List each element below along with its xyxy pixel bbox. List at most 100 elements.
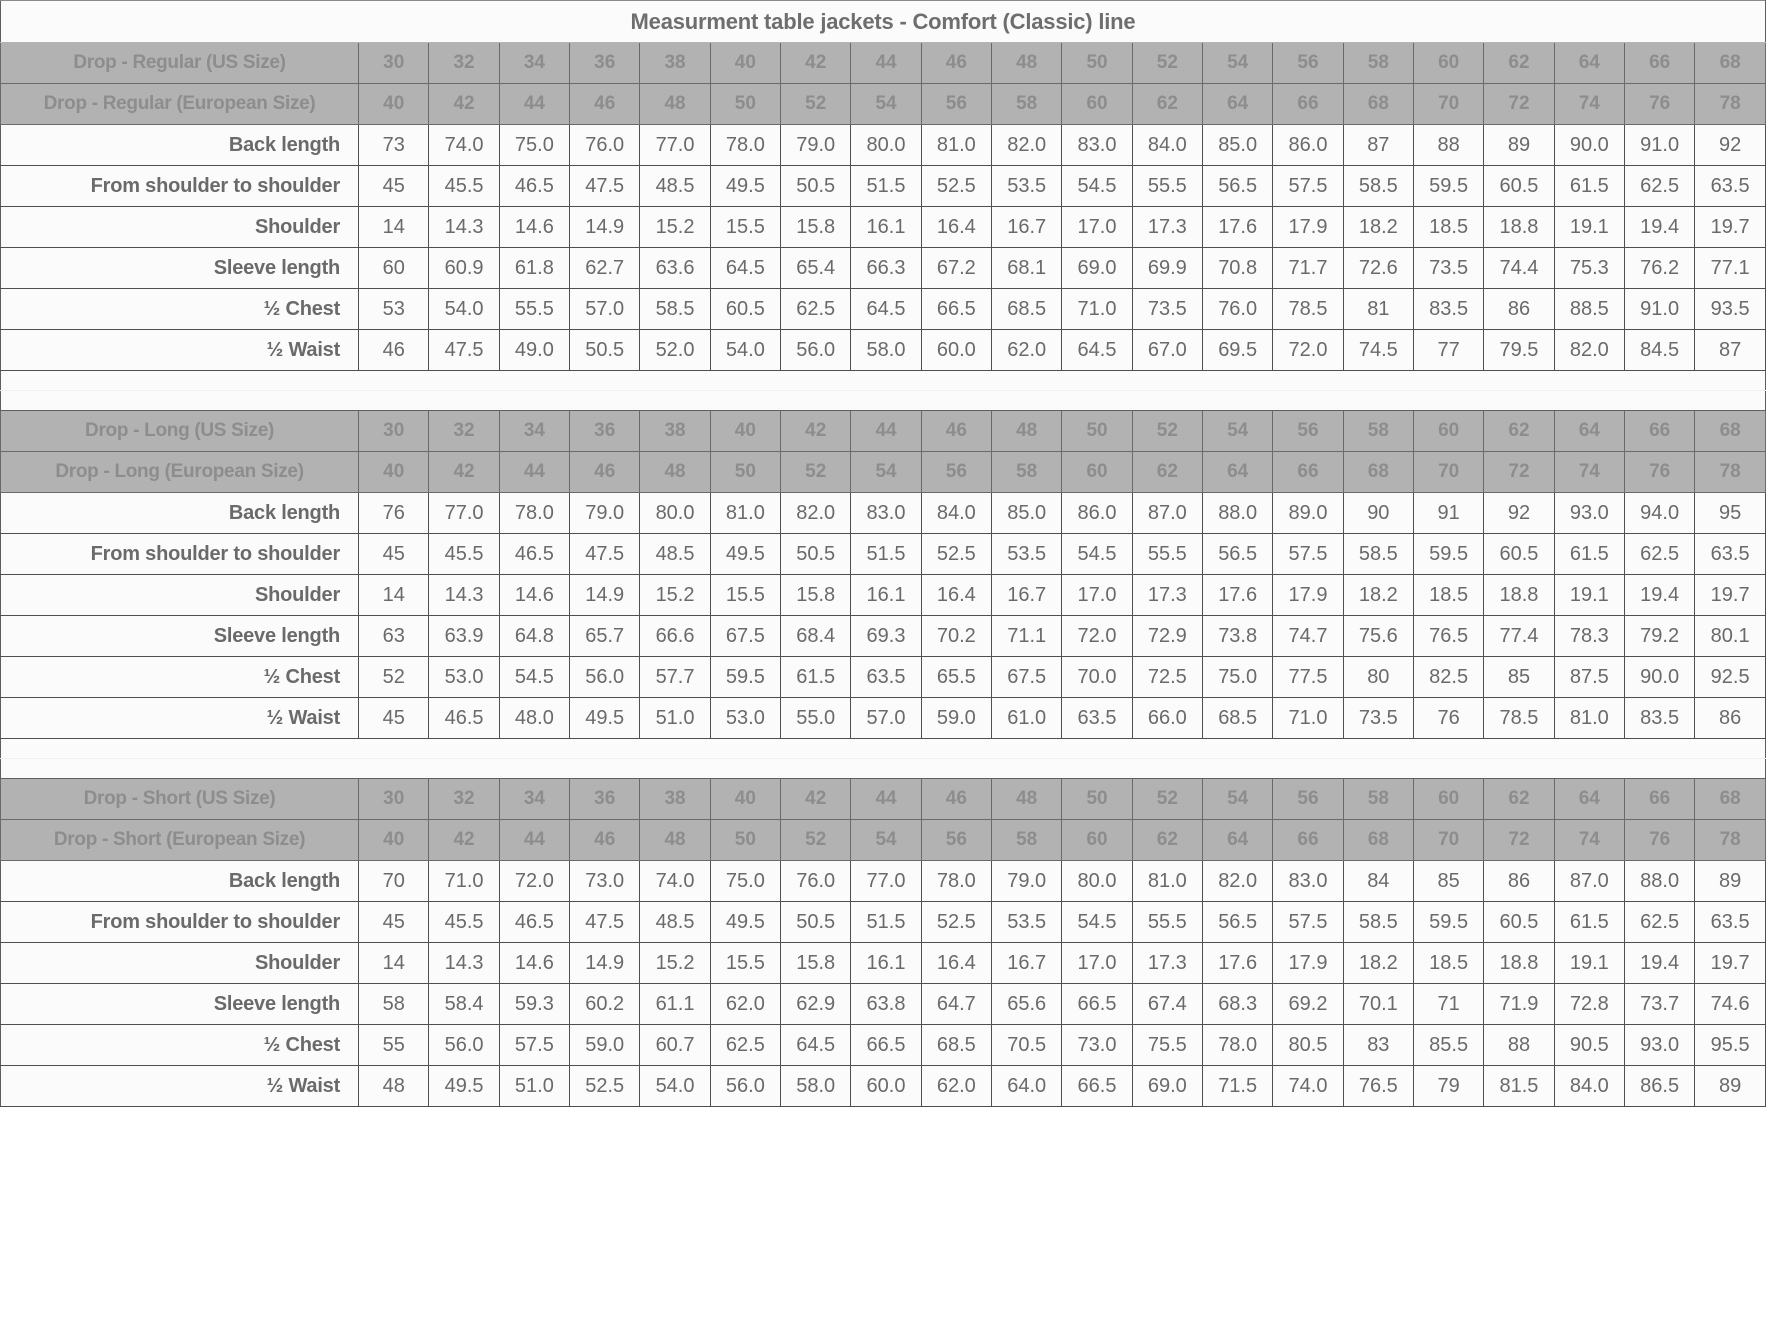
measurement-value-cell: 55.5 [498, 288, 571, 330]
measurement-value-cell: 87 [1694, 329, 1766, 371]
measurement-value-cell: 87.0 [1131, 492, 1204, 534]
table-row: ½ Waist 46 47.5 49.0 50.5 52.0 54.0 56.0 58.0 60.… [0, 329, 1766, 371]
measurement-value-cell: 57.5 [498, 1024, 571, 1066]
us-size-header-cell: 68 [1694, 42, 1766, 84]
measurement-value-cell: 71.5 [1201, 1065, 1274, 1107]
eu-size-header-cell: 52 [780, 451, 852, 493]
measurement-value-cell: 49.5 [428, 1065, 500, 1107]
measurement-row-label: Shoulder [0, 942, 360, 984]
us-size-header-cell: 50 [1061, 42, 1133, 84]
measurement-value-cell: 89.0 [1272, 492, 1344, 534]
measurement-value-cell: 75.0 [1201, 656, 1274, 698]
us-size-header-cell: 58 [1342, 42, 1414, 84]
measurement-value-cell: 68.5 [1201, 697, 1274, 739]
us-size-header-cell: 44 [850, 778, 922, 820]
eu-size-header-cell: 42 [428, 451, 500, 493]
measurement-value-cell: 60.5 [1483, 901, 1555, 943]
us-size-header-cell: 66 [1623, 778, 1696, 820]
us-size-header-label: Drop - Short (US Size) [0, 778, 360, 820]
measurement-value-cell: 56.5 [1201, 165, 1274, 207]
measurement-value-cell: 19.4 [1623, 574, 1696, 616]
measurement-value-cell: 54.5 [498, 656, 571, 698]
measurement-value-cell: 64.7 [920, 983, 993, 1025]
measurement-value-cell: 68.5 [920, 1024, 993, 1066]
measurement-value-cell: 76.0 [1201, 288, 1274, 330]
eu-size-header-cell: 54 [850, 451, 922, 493]
block-spacer-bottom [0, 758, 1766, 779]
us-size-header-label: Drop - Regular (US Size) [0, 42, 360, 84]
table-row: Back length 70 71.0 72.0 73.0 74.0 75.0 76.0 77.… [0, 860, 1766, 902]
eu-size-header-cell: 60 [1061, 83, 1133, 125]
measurement-value-cell: 82.0 [991, 124, 1063, 166]
measurement-value-cell: 64.0 [991, 1065, 1063, 1107]
measurement-value-cell: 68.5 [991, 288, 1063, 330]
measurement-value-cell: 77.0 [428, 492, 500, 534]
measurement-value-cell: 73.0 [1061, 1024, 1133, 1066]
measurement-value-cell: 45.5 [428, 533, 500, 575]
measurement-value-cell: 65.4 [780, 247, 852, 289]
table-row: Back length 73 74.0 75.0 76.0 77.0 78.0 79.0 80.… [0, 124, 1766, 166]
measurement-value-cell: 74.0 [1272, 1065, 1344, 1107]
table-row: Back length 76 77.0 78.0 79.0 80.0 81.0 82.0 83.… [0, 492, 1766, 534]
measurement-value-cell: 51.5 [850, 165, 922, 207]
measurement-value-cell: 54.5 [1061, 533, 1133, 575]
measurement-value-cell: 14.3 [428, 574, 500, 616]
measurement-value-cell: 18.5 [1412, 942, 1485, 984]
measurement-value-cell: 94.0 [1623, 492, 1696, 534]
measurement-value-cell: 74.0 [428, 124, 500, 166]
measurement-value-cell: 64.5 [780, 1024, 852, 1066]
measurement-value-cell: 67.2 [920, 247, 993, 289]
measurement-value-cell: 74.0 [639, 860, 711, 902]
measurement-value-cell: 70.1 [1342, 983, 1414, 1025]
eu-size-header-cell: 48 [639, 451, 711, 493]
measurement-value-cell: 66.6 [639, 615, 711, 657]
measurement-row-label: Sleeve length [0, 615, 360, 657]
measurement-value-cell: 78.0 [498, 492, 571, 534]
measurement-value-cell: 60.9 [428, 247, 500, 289]
measurement-value-cell: 19.1 [1553, 206, 1625, 248]
measurement-value-cell: 49.5 [569, 697, 641, 739]
measurement-value-cell: 76 [1412, 697, 1485, 739]
table-title-row: Measurment table jackets - Comfort (Clas… [0, 0, 1766, 43]
measurement-value-cell: 90 [1342, 492, 1414, 534]
measurement-value-cell: 84.0 [1553, 1065, 1625, 1107]
eu-size-header-cell: 78 [1694, 819, 1766, 861]
us-size-header-cell: 48 [991, 778, 1063, 820]
measurement-value-cell: 19.1 [1553, 942, 1625, 984]
measurement-value-cell: 82.5 [1412, 656, 1485, 698]
measurement-value-cell: 49.5 [709, 165, 782, 207]
measurement-value-cell: 52.5 [569, 1065, 641, 1107]
us-size-header-cell: 44 [850, 410, 922, 452]
measurement-value-cell: 77.0 [639, 124, 711, 166]
measurement-value-cell: 16.4 [920, 942, 993, 984]
block-spacer-cell [0, 758, 1766, 779]
measurement-value-cell: 53.0 [428, 656, 500, 698]
measurement-value-cell: 75.5 [1131, 1024, 1204, 1066]
measurement-value-cell: 74.7 [1272, 615, 1344, 657]
us-size-header-row: Drop - Regular (US Size) 30 32 34 36 38 40 42 44… [0, 42, 1766, 84]
measurement-value-cell: 50.5 [569, 329, 641, 371]
eu-size-header-cell: 52 [780, 83, 852, 125]
measurement-value-cell: 62.0 [991, 329, 1063, 371]
measurement-value-cell: 47.5 [569, 533, 641, 575]
measurement-value-cell: 83.0 [850, 492, 922, 534]
measurement-value-cell: 73.8 [1201, 615, 1274, 657]
measurement-value-cell: 77.0 [850, 860, 922, 902]
measurement-value-cell: 71.9 [1483, 983, 1555, 1025]
table-row: Shoulder 14 14.3 14.6 14.9 15.2 15.5 15.8 16.1 16… [0, 574, 1766, 616]
measurement-value-cell: 61.5 [1553, 165, 1625, 207]
us-size-header-cell: 36 [569, 410, 641, 452]
measurement-value-cell: 70.2 [920, 615, 993, 657]
eu-size-header-cell: 70 [1412, 819, 1485, 861]
measurement-value-cell: 77 [1412, 329, 1485, 371]
measurement-value-cell: 60.5 [1483, 533, 1555, 575]
us-size-header-cell: 54 [1201, 42, 1274, 84]
measurement-value-cell: 14.9 [569, 206, 641, 248]
eu-size-header-cell: 56 [920, 83, 993, 125]
eu-size-header-cell: 68 [1342, 451, 1414, 493]
measurement-value-cell: 60.7 [639, 1024, 711, 1066]
table-row: ½ Waist 48 49.5 51.0 52.5 54.0 56.0 58.0 60.0 62.… [0, 1065, 1766, 1107]
eu-size-header-cell: 58 [991, 819, 1063, 861]
us-size-header-cell: 46 [920, 42, 993, 84]
measurement-row-label: From shoulder to shoulder [0, 901, 360, 943]
